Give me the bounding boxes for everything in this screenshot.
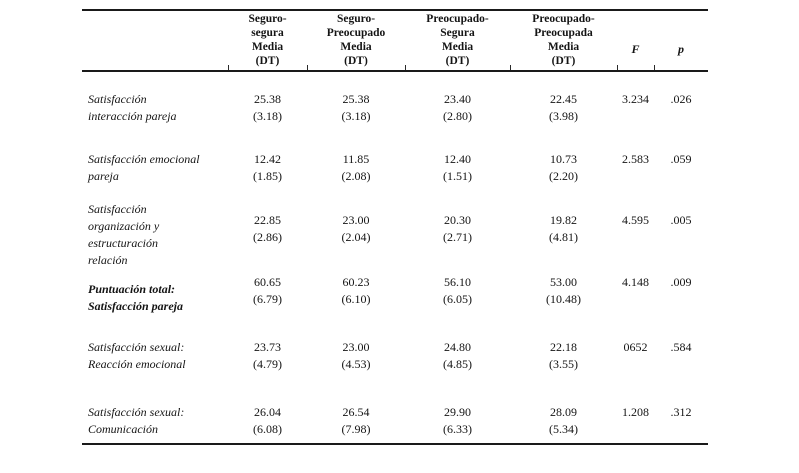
mean-sd-cell: 26.04 (6.08) bbox=[253, 405, 282, 436]
header-divider-tick bbox=[510, 65, 511, 70]
header-f-statistic: F bbox=[631, 42, 640, 56]
p-value: .005 bbox=[670, 213, 692, 227]
header-divider-tick bbox=[405, 65, 406, 70]
row-label: Puntuación total: Satisfacción pareja bbox=[88, 282, 183, 313]
mean-sd-cell: 53.00 (10.48) bbox=[546, 275, 581, 306]
mean-sd-cell: 26.54 (7.98) bbox=[341, 405, 371, 436]
table-bottom-rule bbox=[82, 443, 708, 445]
f-value: 0652 bbox=[623, 340, 648, 354]
row-label: Satisfacción sexual: Reacción emocional bbox=[88, 340, 186, 371]
row-label: Satisfacción emocional pareja bbox=[88, 152, 200, 183]
mean-sd-cell: 29.90 (6.33) bbox=[443, 405, 472, 436]
header-divider-tick bbox=[654, 65, 655, 70]
mean-sd-cell: 28.09 (5.34) bbox=[549, 405, 578, 436]
row-label: Satisfacción organización y estructuraci… bbox=[88, 202, 160, 267]
f-value: 4.595 bbox=[622, 213, 649, 227]
mean-sd-cell: 56.10 (6.05) bbox=[443, 275, 472, 306]
mean-sd-cell: 23.00 (4.53) bbox=[341, 340, 371, 371]
header-preocupado-segura: Preocupado- Segura Media (DT) bbox=[426, 13, 489, 67]
p-value: .009 bbox=[670, 275, 692, 289]
header-p-value: p bbox=[678, 42, 684, 56]
mean-sd-cell: 12.42 (1.85) bbox=[253, 152, 282, 183]
table-header-row: Seguro- segura Media (DT) Seguro- Preocu… bbox=[82, 12, 708, 70]
f-value: 2.583 bbox=[622, 152, 649, 166]
header-divider-tick bbox=[617, 65, 618, 70]
mean-sd-cell: 20.30 (2.71) bbox=[443, 213, 472, 244]
mean-sd-cell: 22.85 (2.86) bbox=[253, 213, 282, 244]
table-row: Satisfacción emocional pareja 12.42 (1.8… bbox=[82, 151, 708, 185]
mean-sd-cell: 22.18 (3.55) bbox=[549, 340, 578, 371]
p-value: .059 bbox=[670, 152, 692, 166]
header-separator-rule bbox=[82, 70, 708, 72]
mean-sd-cell: 12.40 (1.51) bbox=[443, 152, 472, 183]
f-value: 4.148 bbox=[622, 275, 649, 289]
mean-sd-cell: 25.38 (3.18) bbox=[253, 92, 282, 123]
table-top-rule bbox=[82, 9, 708, 11]
p-value: .026 bbox=[670, 92, 692, 106]
mean-sd-cell: 19.82 (4.81) bbox=[549, 213, 578, 244]
header-preocupado-preocupada: Preocupado- Preocupada Media (DT) bbox=[532, 13, 595, 67]
f-value: 3.234 bbox=[622, 92, 649, 106]
mean-sd-cell: 23.00 (2.04) bbox=[341, 213, 371, 244]
header-seguro-segura: Seguro- segura Media (DT) bbox=[248, 13, 287, 67]
row-label: Satisfacción interacción pareja bbox=[88, 92, 177, 123]
mean-sd-cell: 25.38 (3.18) bbox=[341, 92, 371, 123]
table-row: Satisfacción interacción pareja 25.38 (3… bbox=[82, 91, 708, 125]
header-divider-tick bbox=[307, 65, 308, 70]
mean-sd-cell: 22.45 (3.98) bbox=[549, 92, 578, 123]
header-row-label-spacer bbox=[82, 12, 228, 70]
table-row: Satisfacción sexual: Comunicación 26.04 … bbox=[82, 404, 708, 438]
f-value: 1.208 bbox=[622, 405, 649, 419]
header-divider-tick bbox=[228, 65, 229, 70]
anova-statistics-table: Seguro- segura Media (DT) Seguro- Preocu… bbox=[82, 0, 708, 473]
mean-sd-cell: 60.23 (6.10) bbox=[341, 275, 371, 306]
p-value: .584 bbox=[670, 340, 692, 354]
header-seguro-preocupado: Seguro- Preocupado Media (DT) bbox=[326, 13, 386, 67]
table-row: Satisfacción sexual: Reacción emocional … bbox=[82, 339, 708, 373]
table-row: Puntuación total: Satisfacción pareja 60… bbox=[82, 274, 708, 315]
mean-sd-cell: 10.73 (2.20) bbox=[549, 152, 578, 183]
mean-sd-cell: 11.85 (2.08) bbox=[341, 152, 371, 183]
p-value: .312 bbox=[670, 405, 692, 419]
mean-sd-cell: 23.40 (2.80) bbox=[443, 92, 472, 123]
row-label: Satisfacción sexual: Comunicación bbox=[88, 405, 185, 436]
mean-sd-cell: 60.65 (6.79) bbox=[253, 275, 282, 306]
mean-sd-cell: 23.73 (4.79) bbox=[253, 340, 282, 371]
table-row: Satisfacción organización y estructuraci… bbox=[82, 201, 708, 269]
mean-sd-cell: 24.80 (4.85) bbox=[443, 340, 472, 371]
